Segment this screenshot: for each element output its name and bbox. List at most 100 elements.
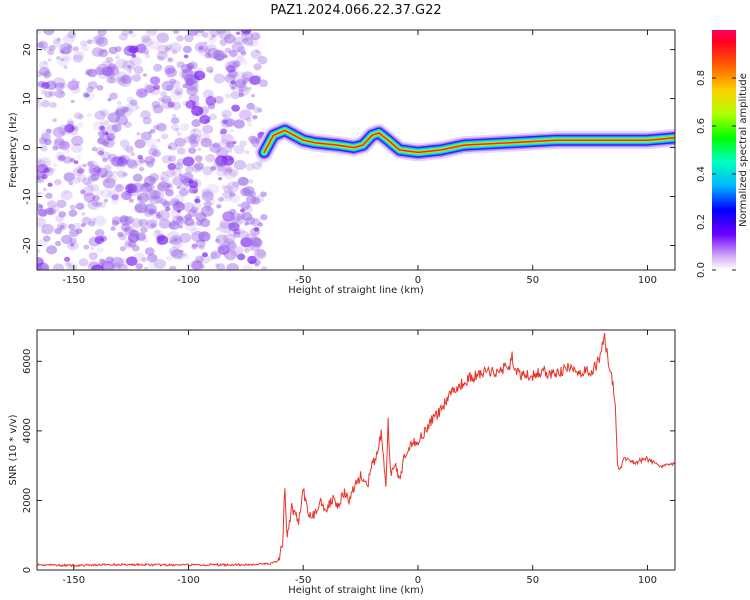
noise-speck [77,114,85,120]
noise-speck [238,230,250,240]
noise-speck [88,252,99,261]
noise-speck [210,250,222,260]
noise-speck [214,53,225,62]
noise-speck [94,66,105,76]
noise-speck [224,47,232,54]
noise-speck [72,54,83,63]
noise-speck [146,253,158,263]
noise-speck [174,201,184,209]
noise-speck [145,138,157,148]
noise-speck [75,202,85,210]
noise-speck [232,181,240,188]
noise-speck [233,228,241,235]
noise-speck [46,200,57,209]
noise-speck [242,80,248,85]
noise-speck [50,205,60,213]
noise-speck [140,131,152,141]
noise-speck [46,245,58,255]
noise-speck [170,167,183,177]
noise-speck [218,30,232,40]
noise-speck [194,155,203,162]
noise-speck [41,223,54,235]
noise-speck [226,71,238,81]
noise-speck [106,174,118,184]
noise-speck [90,247,95,251]
noise-speck [86,112,93,118]
noise-speck [86,185,95,192]
snr-x-tick-label: 0 [415,575,421,586]
noise-speck [57,155,66,162]
noise-speck [43,60,48,65]
noise-speck [73,222,82,230]
noise-speck [200,205,214,217]
snr-x-ticks: -150 -100 -50 0 50 100 [62,330,657,586]
colorbar-tick-label: 0.6 [696,118,707,134]
noise-speck [179,232,192,243]
noise-speck [90,167,98,174]
noise-speck [179,182,189,191]
noise-speck [178,173,184,178]
noise-speck [202,252,208,258]
noise-speck [107,153,118,162]
noise-speck [194,30,203,37]
noise-speck [216,163,226,172]
noise-speck [64,256,71,262]
noise-speck [176,35,184,42]
noise-speck [172,176,184,186]
noise-speck [178,224,184,229]
noise-speck [216,245,224,251]
noise-speck [182,156,195,167]
noise-speck [165,189,174,197]
noise-speck [67,80,79,91]
noise-speck [186,162,195,169]
noise-speck [41,82,50,90]
noise-speck [122,172,128,177]
noise-speck [116,100,122,106]
noise-speck [43,73,51,79]
noise-speck [213,158,225,168]
noise-speck [66,264,77,270]
noise-speck [219,219,231,229]
noise-speck [103,198,109,203]
noise-speck [185,100,196,109]
noise-speck [199,264,206,269]
noise-speck [149,128,156,134]
noise-speck [250,32,261,41]
noise-speck [241,212,247,217]
noise-speck [189,139,199,148]
noise-speck [104,121,110,126]
noise-speck [233,119,245,129]
noise-speck [185,79,199,91]
noise-speck [166,231,180,242]
spectrogram-y-tick-label: -20 [22,237,33,253]
colorbar: 0.0 0.2 0.4 0.6 0.8 Normalized spectral ampl… [696,30,749,278]
noise-speck [220,191,233,202]
noise-speck [230,246,244,257]
noise-speck [61,130,66,135]
noise-speck [43,167,55,176]
noise-speck [122,106,129,113]
noise-speck [143,175,156,186]
noise-speck [102,177,116,189]
noise-speck [142,73,147,77]
noise-speck [237,253,246,261]
spectrogram-x-tick-label: -50 [295,275,311,286]
noise-speck [114,184,125,193]
snr-x-tick-label: -50 [295,575,311,586]
noise-speck [68,262,78,270]
noise-speck [224,93,232,99]
noise-speck [152,151,160,157]
noise-speck [94,110,106,121]
noise-speck [197,147,202,152]
noise-speck [157,181,170,192]
noise-speck [37,262,50,270]
noise-speck [198,45,212,57]
noise-speck [37,42,45,49]
noise-speck [87,81,98,90]
noise-speck [37,257,44,267]
noise-speck [37,80,46,88]
noise-speck [78,165,82,169]
noise-speck [169,223,176,230]
noise-speck [118,233,128,241]
noise-speck [145,30,157,37]
